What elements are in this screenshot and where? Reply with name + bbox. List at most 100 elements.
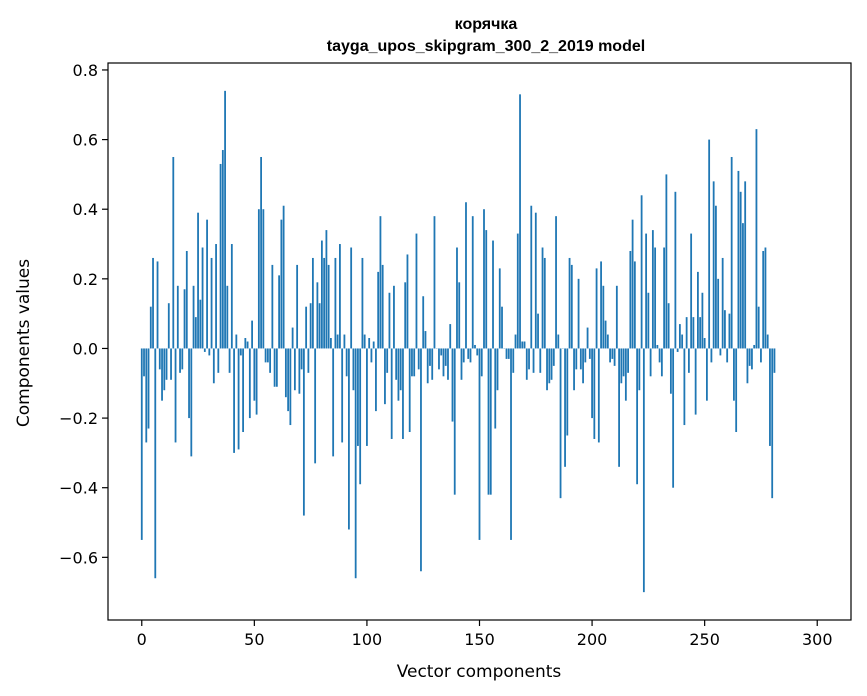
bar-80 — [320, 240, 323, 349]
bar-159 — [498, 268, 501, 349]
bar-219 — [633, 261, 636, 349]
bar-76 — [311, 257, 314, 349]
bar-112 — [393, 285, 395, 349]
bar-270 — [748, 348, 751, 366]
bar-165 — [512, 348, 515, 373]
bar-60 — [275, 348, 278, 387]
bar-26 — [199, 299, 202, 349]
bar-237 — [674, 191, 677, 349]
bar-153 — [485, 230, 488, 349]
bar-204 — [600, 261, 602, 349]
bar-7 — [156, 261, 159, 349]
bar-255 — [715, 205, 717, 349]
bar-276 — [762, 250, 765, 349]
bar-251 — [706, 348, 708, 401]
bar-4 — [149, 306, 152, 349]
bar-156 — [492, 240, 494, 349]
bar-67 — [291, 327, 294, 349]
bar-108 — [384, 348, 386, 405]
bar-125 — [422, 296, 425, 349]
bars-group — [140, 90, 776, 593]
bar-182 — [550, 348, 553, 380]
bar-162 — [505, 348, 508, 359]
bar-45 — [242, 348, 244, 433]
bar-105 — [377, 271, 380, 349]
bar-171 — [525, 348, 528, 380]
bar-134 — [442, 348, 445, 377]
bar-35 — [219, 163, 222, 349]
bar-56 — [266, 348, 269, 363]
bar-157 — [494, 348, 497, 429]
bar-119 — [408, 348, 411, 433]
bar-9 — [161, 348, 163, 401]
bar-82 — [325, 230, 328, 349]
bar-269 — [746, 348, 749, 384]
bar-235 — [669, 348, 672, 394]
bar-170 — [523, 341, 526, 349]
bar-59 — [273, 348, 276, 387]
x-axis-ticks: 0 50 100 150 200 250 300 — [137, 620, 833, 649]
bar-151 — [480, 348, 483, 377]
bar-206 — [604, 320, 607, 349]
bar-86 — [334, 257, 337, 349]
bar-22 — [190, 348, 193, 457]
bar-281 — [773, 348, 776, 373]
bar-186 — [559, 348, 562, 499]
bar-140 — [456, 247, 458, 349]
bar-233 — [665, 174, 668, 349]
bar-138 — [451, 348, 454, 422]
bar-198 — [586, 327, 589, 349]
bar-23 — [192, 285, 195, 349]
bar-214 — [622, 348, 625, 377]
bar-54 — [262, 209, 265, 349]
bar-8 — [158, 348, 161, 370]
bar-245 — [692, 317, 695, 349]
bar-16 — [176, 285, 179, 349]
y-tick-label: 0.4 — [73, 200, 98, 219]
bar-102 — [370, 348, 373, 363]
y-tick-label: 0.0 — [73, 339, 98, 358]
bar-175 — [534, 212, 537, 349]
y-tick-label: −0.4 — [59, 479, 98, 498]
plot-frame — [107, 62, 852, 621]
bar-51 — [255, 348, 258, 415]
bar-88 — [339, 244, 341, 349]
bar-178 — [541, 247, 544, 349]
bar-155 — [489, 348, 492, 495]
bar-2 — [145, 348, 148, 443]
bar-166 — [514, 334, 517, 349]
bar-189 — [566, 348, 569, 436]
bar-44 — [239, 348, 242, 356]
bar-71 — [300, 348, 303, 370]
bar-43 — [237, 348, 240, 450]
bar-5 — [152, 257, 154, 349]
bar-142 — [460, 348, 463, 380]
bar-180 — [546, 348, 548, 391]
bar-97 — [359, 348, 362, 485]
bar-273 — [755, 129, 758, 349]
bar-239 — [678, 324, 681, 349]
bar-241 — [683, 348, 686, 426]
bar-29 — [206, 219, 208, 349]
bar-33 — [215, 244, 217, 349]
bar-48 — [248, 348, 251, 419]
y-tick-label: 0.2 — [73, 270, 98, 289]
bar-50 — [253, 348, 256, 401]
bar-63 — [282, 205, 285, 349]
bar-121 — [413, 348, 416, 377]
bar-154 — [487, 348, 490, 495]
bar-223 — [642, 348, 645, 593]
bar-81 — [323, 257, 326, 349]
bar-34 — [217, 348, 220, 373]
bar-21 — [188, 348, 190, 419]
bar-14 — [172, 156, 175, 349]
bar-263 — [733, 348, 735, 401]
bar-228 — [654, 247, 657, 349]
bar-89 — [341, 348, 344, 443]
bar-148 — [474, 344, 476, 349]
bar-203 — [597, 348, 600, 443]
bar-225 — [647, 292, 650, 349]
bar-27 — [201, 247, 204, 349]
bar-275 — [760, 348, 762, 363]
